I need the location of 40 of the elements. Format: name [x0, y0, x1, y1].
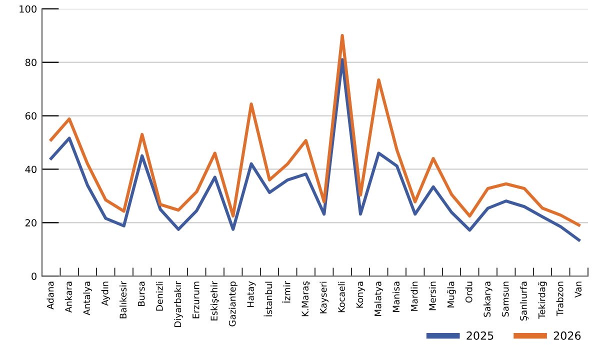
x-tick-label: Muğla [447, 282, 456, 308]
x-tick-label: Aydın [101, 282, 110, 306]
x-tick-label: Gaziantep [228, 281, 238, 326]
x-tick-label: Trabzon [556, 282, 564, 316]
x-tick-label: Konya [356, 282, 365, 308]
line-series [50, 58, 580, 242]
x-tick-label: Van [574, 282, 582, 298]
x-tick-label: Antalya [83, 282, 92, 316]
x-tick-label: Sakarya [484, 282, 492, 317]
x-tick-label: Ankara [64, 282, 72, 313]
y-tick-label: 0 [32, 272, 36, 280]
y-tick-label: 20 [25, 219, 36, 226]
line-series [50, 34, 580, 227]
x-tick-label: Manisa [392, 282, 400, 312]
x-tick-label: İstanbul [264, 282, 272, 316]
legend-label: 2025 [466, 331, 494, 340]
x-tick-label: Mersin [428, 282, 436, 310]
x-tick-label: Hatay [247, 281, 256, 307]
x-tick-label: K.Maraş [302, 281, 310, 316]
x-tick-label: Malatya [374, 282, 384, 316]
x-tick-label: Adana [46, 282, 54, 310]
y-tick-label: 100 [20, 5, 36, 13]
x-tick-label: Diyarbakır [174, 280, 183, 327]
y-tick-label: 60 [25, 112, 36, 120]
x-tick-label: Ordu [465, 282, 472, 303]
x-tick-label: Şanlıurfa [520, 282, 529, 321]
x-tick-label: Erzurum [192, 282, 200, 318]
x-tick-label: Kocaeli [338, 282, 345, 312]
x-tick-label: Tekirdağ [538, 282, 547, 319]
legend-label: 2026 [554, 331, 581, 340]
y-tick-label: 80 [25, 58, 36, 66]
x-tick-label: Mardin [410, 282, 418, 311]
y-tick-label: 40 [25, 166, 36, 174]
x-tick-label: İzmir [282, 280, 290, 303]
x-tick-label: Kayseri [320, 282, 328, 314]
x-tick-label: Denizli [156, 282, 163, 311]
x-tick-label: Eskişehir [210, 280, 220, 320]
x-tick-label: Bursa [138, 282, 145, 306]
x-tick-label: Samsun [502, 282, 509, 317]
x-tick-label: Balıkesir [120, 280, 127, 318]
